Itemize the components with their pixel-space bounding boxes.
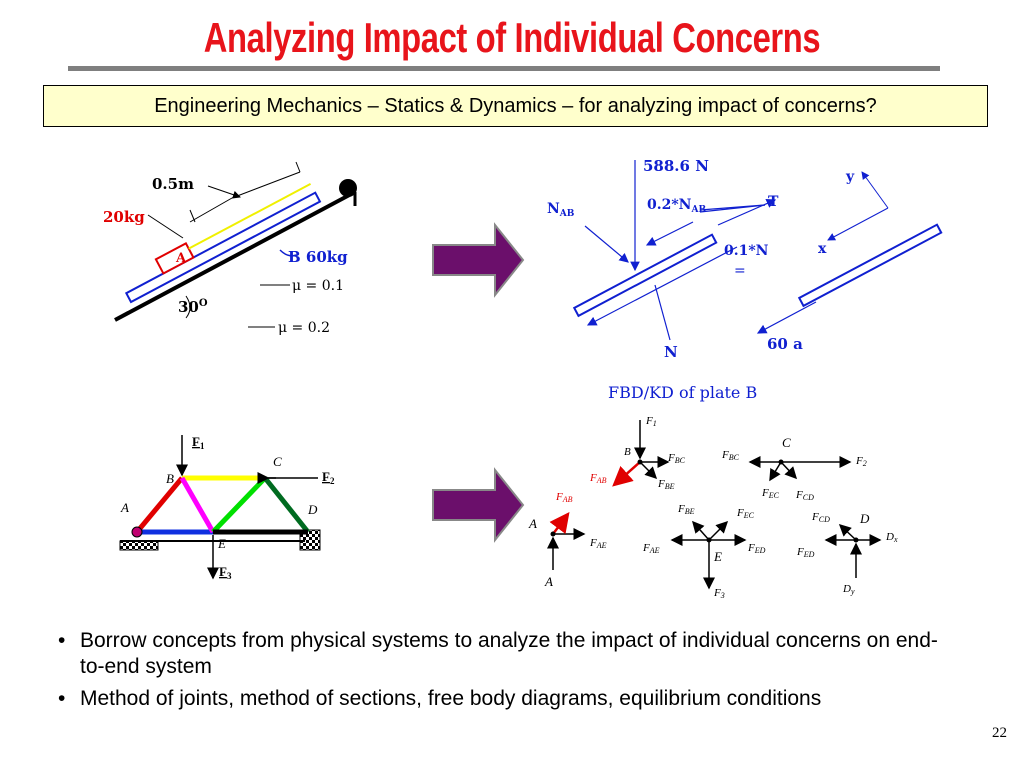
jd-dx: Dx <box>885 531 898 544</box>
bullet-text: Method of joints, method of sections, fr… <box>80 687 822 710</box>
nab-label: NAB <box>547 201 575 219</box>
bullet-item: • Method of joints, method of sections, … <box>58 686 958 712</box>
truss-node-d: D <box>307 502 318 517</box>
truss-f2-label: F2 <box>322 469 335 486</box>
plate-b <box>124 191 322 304</box>
slide-title: Analyzing Impact of Individual Concerns <box>203 14 821 61</box>
x-axis-label: x <box>818 241 827 257</box>
friction-n-label: 0.1*N <box>724 243 769 259</box>
ja-node: A <box>528 516 537 531</box>
ja-node-label: A <box>544 574 553 589</box>
jb-f1: F1 <box>645 415 657 428</box>
jc-fec: FEC <box>761 487 780 500</box>
jd-node: D <box>859 511 870 526</box>
cable <box>188 182 312 250</box>
member-be <box>179 476 216 534</box>
mu-top-label: μ = 0.1 <box>292 278 344 294</box>
jd-fcd: FCD <box>811 511 830 524</box>
member-ec <box>211 476 267 534</box>
friction-ab-label: 0.2*NAB <box>647 197 706 215</box>
jc-fcd: FCD <box>795 489 814 502</box>
mass-b-label: B 60kg <box>288 248 348 266</box>
jc-f2: F2 <box>855 455 867 468</box>
je-fec: FEC <box>736 507 755 520</box>
je-fbe: FBE <box>677 503 695 516</box>
truss-node-a: A <box>120 500 129 515</box>
weight-label: 588.6 N <box>643 157 709 175</box>
y-axis-label: y <box>845 169 855 185</box>
tension-label: T <box>768 194 779 210</box>
title-underline <box>68 66 940 71</box>
mass-a-label: 20kg <box>103 208 145 226</box>
subtitle-box: Engineering Mechanics – Statics & Dynami… <box>43 85 988 127</box>
je-node: E <box>713 549 722 564</box>
truss-diagram: F1 F2 F3 A B C D E <box>119 434 335 581</box>
jb-fab: FAB <box>589 472 607 485</box>
plate-fbd: 588.6 N NAB 0.2*NAB T 0.1*N = y x N 60 a <box>547 157 943 361</box>
je-fae: FAE <box>642 542 660 555</box>
truss-node-e: E <box>217 536 226 551</box>
jb-fbc: FBC <box>667 452 686 465</box>
joint-fbds: FBD/KD of plate B F1 B FBC FAB FBE C FBC… <box>528 383 898 600</box>
angle-label: 30O <box>178 298 208 316</box>
pulley <box>339 179 357 197</box>
bullet-dot: • <box>58 629 66 652</box>
pin-support <box>119 540 159 551</box>
equals-label: = <box>734 263 746 279</box>
jd-dy: Dy <box>842 583 855 596</box>
truss-f1-label: F1 <box>192 434 205 451</box>
truss-node-c: C <box>273 454 282 469</box>
bullet-item: • Borrow concepts from physical systems … <box>58 628 958 680</box>
member-cd <box>263 476 310 534</box>
jb-node: B <box>624 446 631 458</box>
block-a <box>154 242 195 275</box>
jd-fed: FED <box>796 546 815 559</box>
incline-surface <box>114 190 356 322</box>
jc-fbc: FBC <box>721 449 740 462</box>
arrow-right-bottom <box>432 467 525 543</box>
block-a-label: A <box>175 251 187 266</box>
bullet-list: • Borrow concepts from physical systems … <box>58 628 958 718</box>
je-fed: FED <box>747 542 766 555</box>
bullet-dot: • <box>58 687 66 710</box>
jb-fbe: FBE <box>657 478 675 491</box>
length-label: 0.5m <box>152 175 194 193</box>
normal-label: N <box>664 343 678 361</box>
incline-diagram: 0.5m 20kg A B 60kg μ = 0.1 μ = 0.2 30O <box>103 161 357 336</box>
bullet-text: Borrow concepts from physical systems to… <box>80 629 938 678</box>
je-f3: F3 <box>713 587 725 600</box>
inertia-label: 60 a <box>767 335 803 353</box>
joints-heading: FBD/KD of plate B <box>608 383 757 402</box>
truss-node-b: B <box>166 471 174 486</box>
ja-fae: FAE <box>589 537 607 550</box>
member-ab <box>135 476 184 534</box>
jc-node: C <box>782 435 791 450</box>
page-number: 22 <box>992 725 1007 741</box>
mu-bottom-label: μ = 0.2 <box>278 320 330 336</box>
truss-f3-label: F3 <box>219 564 232 581</box>
ja-fab: FAB <box>555 491 573 504</box>
arrow-right-top <box>432 222 525 298</box>
